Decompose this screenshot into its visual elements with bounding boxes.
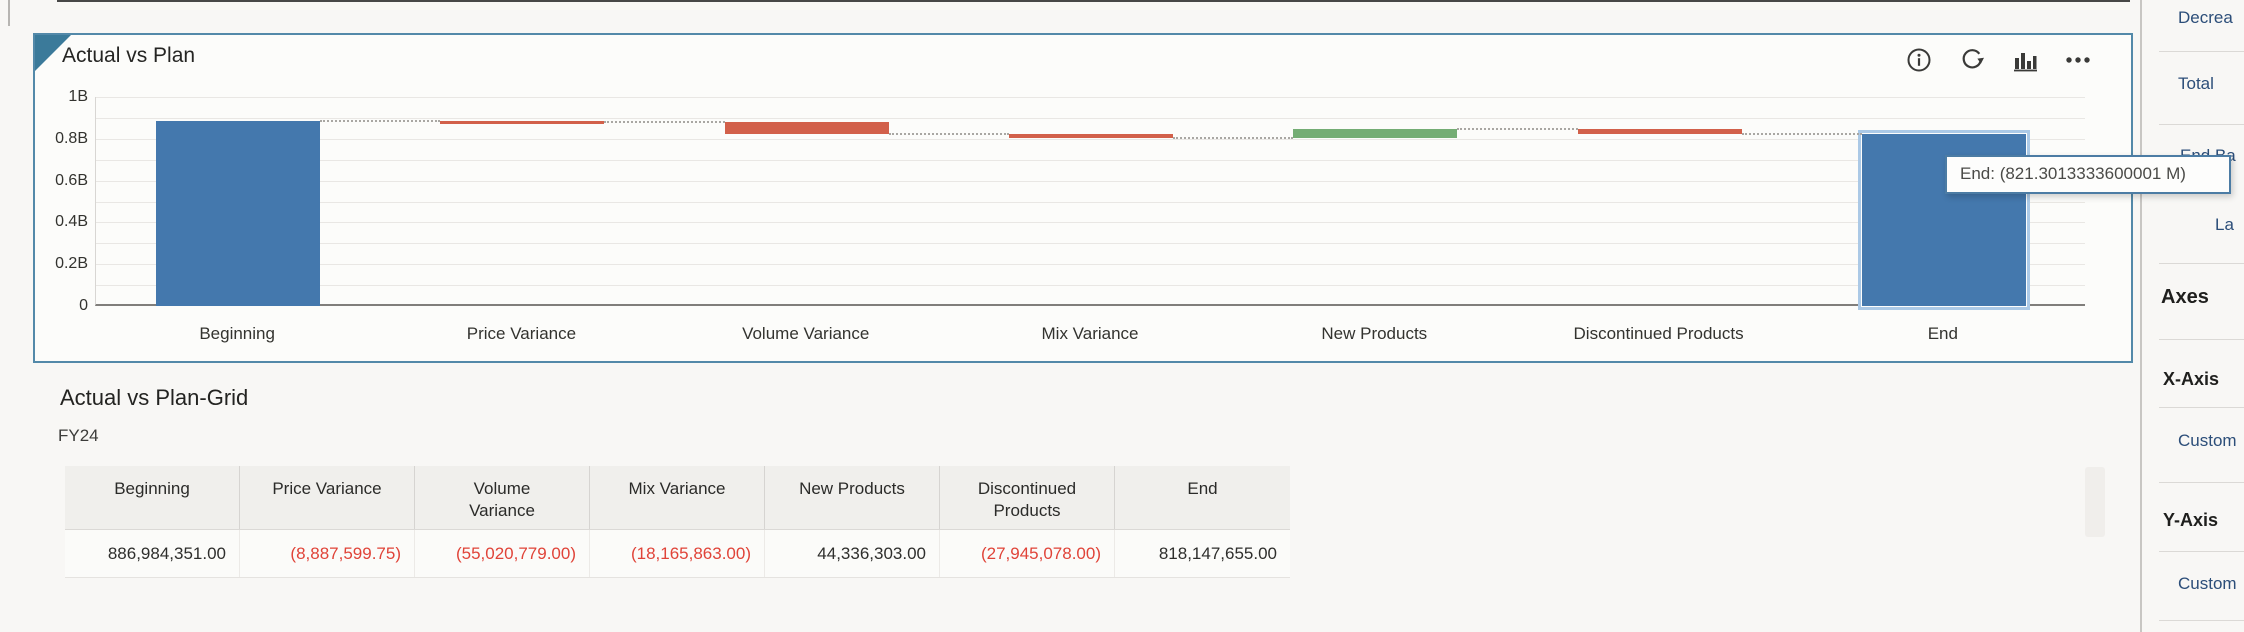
plot-area bbox=[95, 97, 2085, 306]
panel-section-axes: Axes bbox=[2161, 286, 2209, 308]
x-tick-label: Volume Variance bbox=[742, 324, 870, 343]
panel-item-total[interactable]: Total bbox=[2178, 74, 2214, 93]
grid-title: Actual vs Plan-Grid bbox=[60, 385, 249, 410]
y-tick-label: 1B bbox=[68, 88, 88, 105]
refresh-icon[interactable] bbox=[1959, 47, 1985, 73]
x-tick-label: Beginning bbox=[199, 324, 275, 343]
panel-item-decrease[interactable]: Decrea bbox=[2178, 8, 2233, 27]
column-header: Volume Variance bbox=[415, 466, 590, 529]
y-tick-label: 0.6B bbox=[55, 171, 88, 189]
table-cell[interactable]: 886,984,351.00 bbox=[65, 530, 240, 577]
table-cell[interactable]: 818,147,655.00 bbox=[1158, 544, 1277, 563]
x-tick-label: Price Variance bbox=[466, 324, 577, 343]
table-cell[interactable]: (8,887,599.75) bbox=[240, 530, 415, 577]
column-header: Mix Variance bbox=[590, 466, 765, 529]
panel-item-divider bbox=[2159, 263, 2244, 264]
waterfall-bar-new-products[interactable] bbox=[1293, 128, 1458, 138]
scrollbar-thumb[interactable] bbox=[2085, 467, 2105, 537]
waterfall-bar-beginning[interactable] bbox=[156, 120, 321, 306]
panel-item-divider bbox=[2159, 124, 2244, 125]
y-axis-labels: 1B 0.8B 0.6B 0.4B 0.2B 0 bbox=[18, 88, 88, 314]
panel-item-x-axis-custom[interactable]: Custom bbox=[2178, 431, 2237, 450]
connector-line bbox=[1741, 133, 1862, 136]
panel-item-divider bbox=[2159, 51, 2244, 52]
gridline bbox=[96, 201, 2085, 203]
y-tick-label: 0 bbox=[79, 297, 88, 314]
panel-item-divider bbox=[2159, 339, 2244, 340]
chart-tooltip: End: (821.3013333600001 M) bbox=[1945, 155, 2231, 194]
connector-line bbox=[604, 121, 725, 124]
table-row: 886,984,351.00 (8,887,599.75) (55,020,77… bbox=[65, 530, 1290, 578]
y-tick-label: 0.2B bbox=[55, 255, 88, 273]
column-header: New Products bbox=[765, 466, 940, 529]
connector-line bbox=[320, 119, 441, 122]
panel-item-divider bbox=[2159, 407, 2244, 408]
more-options-icon[interactable] bbox=[2065, 47, 2091, 73]
grid-table: Beginning Price Variance Volume Variance… bbox=[65, 466, 1290, 578]
column-header: Beginning bbox=[65, 466, 240, 529]
column-header: Price Variance bbox=[240, 466, 415, 529]
waterfall-bar-mix-variance[interactable] bbox=[1009, 133, 1173, 138]
panel-item-label[interactable]: La bbox=[2215, 215, 2234, 234]
connector-line bbox=[888, 132, 1009, 135]
panel-subsection-x-axis: X-Axis bbox=[2163, 369, 2220, 389]
info-icon[interactable] bbox=[1906, 47, 1932, 73]
column-header: Discontinued Products bbox=[940, 466, 1115, 529]
x-tick-label: End bbox=[1927, 324, 1958, 343]
table-cell[interactable]: (18,165,863.00) bbox=[590, 530, 765, 577]
connector-line bbox=[1173, 136, 1294, 139]
gridline bbox=[96, 97, 2085, 98]
tooltip-text: End: (821.3013333600001 M) bbox=[1960, 164, 2186, 183]
gridline bbox=[96, 222, 2085, 224]
gridline bbox=[96, 138, 2085, 140]
y-tick-label: 0.4B bbox=[55, 213, 88, 231]
grid-subtitle: FY24 bbox=[58, 426, 99, 445]
table-header-row: Beginning Price Variance Volume Variance… bbox=[65, 466, 1290, 530]
table-cell[interactable]: (27,945,078.00) bbox=[940, 530, 1115, 577]
chart-toolbar bbox=[1906, 47, 2091, 73]
table-cell[interactable]: 44,336,303.00 bbox=[765, 530, 940, 577]
waterfall-bar-volume-variance[interactable] bbox=[724, 122, 889, 134]
waterfall-bar-price-variance[interactable] bbox=[440, 120, 605, 124]
table-cell[interactable]: (55,020,779.00) bbox=[415, 530, 590, 577]
chart-title: Actual vs Plan bbox=[62, 44, 196, 67]
gridline bbox=[96, 264, 2085, 266]
panel-divider bbox=[2140, 0, 2142, 632]
panel-item-divider bbox=[2159, 620, 2244, 621]
y-tick-label: 0.8B bbox=[55, 129, 88, 147]
chart-card: Actual vs Plan bbox=[33, 33, 2133, 363]
panel-subsection-y-axis: Y-Axis bbox=[2163, 510, 2219, 530]
gridline bbox=[96, 180, 2085, 182]
gridline bbox=[96, 159, 2085, 161]
panel-item-divider bbox=[2159, 551, 2244, 552]
left-edge-tick bbox=[8, 0, 10, 26]
connector-line bbox=[1457, 127, 1578, 130]
x-tick-label: New Products bbox=[1321, 324, 1428, 343]
x-axis-labels: Beginning Price Variance Volume Variance Mi… bbox=[95, 324, 2085, 348]
chart-type-icon[interactable] bbox=[2012, 47, 2038, 73]
x-tick-label: Mix Variance bbox=[1041, 324, 1139, 343]
x-tick-label: Discontinued Products bbox=[1573, 324, 1744, 343]
top-divider bbox=[57, 0, 2130, 2]
waterfall-bar-discontinued-products[interactable] bbox=[1577, 128, 1742, 135]
gridline bbox=[96, 117, 2085, 119]
gridline bbox=[96, 285, 2085, 287]
gridline bbox=[96, 243, 2085, 245]
panel-item-divider bbox=[2159, 482, 2244, 483]
column-header: End bbox=[1187, 479, 1218, 498]
panel-item-y-axis-custom[interactable]: Custom bbox=[2178, 574, 2237, 593]
